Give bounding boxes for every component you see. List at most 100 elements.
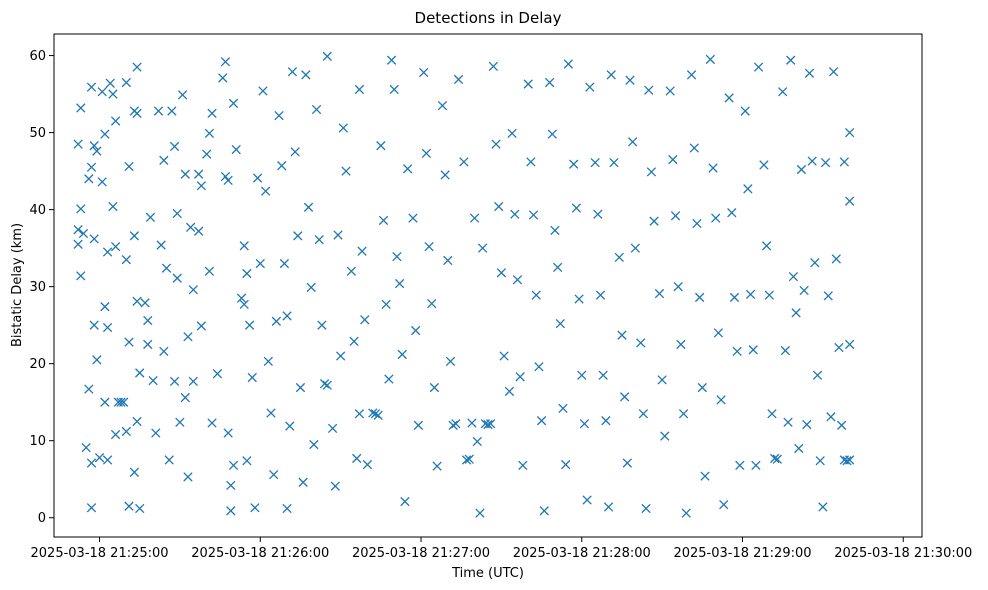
- data-point: [260, 186, 271, 196]
- data-point: [649, 216, 659, 226]
- data-point: [116, 397, 126, 407]
- data-point: [845, 339, 855, 350]
- data-point: [381, 299, 391, 310]
- data-point: [686, 70, 697, 80]
- data-point: [121, 77, 131, 88]
- data-point: [108, 201, 118, 212]
- data-point: [598, 370, 608, 380]
- data-point: [164, 455, 174, 465]
- data-point: [413, 420, 424, 430]
- data-point: [518, 460, 528, 471]
- data-point: [172, 273, 182, 283]
- data-point: [657, 375, 667, 385]
- data-point: [845, 455, 855, 465]
- chart-title: Detections in Delay: [415, 9, 562, 27]
- data-point: [804, 68, 815, 78]
- data-point: [753, 62, 764, 72]
- data-point: [102, 247, 113, 257]
- data-point: [124, 161, 134, 172]
- data-point: [689, 143, 699, 153]
- data-point: [845, 127, 855, 138]
- data-point: [349, 336, 359, 347]
- data-point: [700, 471, 710, 481]
- data-point: [740, 106, 750, 116]
- data-point: [729, 292, 740, 303]
- data-point: [314, 235, 324, 245]
- data-point: [603, 502, 614, 512]
- data-point: [121, 426, 131, 437]
- data-point: [293, 231, 303, 241]
- data-point: [732, 346, 742, 357]
- data-point: [271, 316, 282, 326]
- data-point: [459, 157, 469, 167]
- data-point: [84, 384, 94, 394]
- data-point: [389, 84, 399, 95]
- data-point: [370, 409, 381, 419]
- data-point: [132, 296, 142, 306]
- data-point: [250, 503, 260, 513]
- data-point: [839, 157, 849, 167]
- data-point: [86, 458, 97, 468]
- data-point: [129, 231, 140, 241]
- data-point: [183, 472, 193, 482]
- y-tick-label: 60: [29, 49, 46, 64]
- data-point: [437, 100, 448, 111]
- data-point: [767, 409, 777, 419]
- data-point: [794, 443, 804, 454]
- data-point: [317, 320, 327, 330]
- data-point: [76, 204, 86, 214]
- data-point: [544, 77, 555, 88]
- data-point: [408, 213, 418, 223]
- data-point: [815, 456, 825, 466]
- data-point: [172, 208, 182, 219]
- data-point: [719, 499, 729, 510]
- data-point: [242, 456, 252, 466]
- data-point: [630, 243, 641, 253]
- data-point: [159, 346, 169, 357]
- data-point: [577, 370, 587, 380]
- data-point: [362, 459, 373, 470]
- data-point: [483, 419, 493, 430]
- data-point: [180, 392, 190, 403]
- data-point: [491, 139, 501, 149]
- data-point: [759, 160, 769, 170]
- data-point: [826, 412, 836, 422]
- data-point: [571, 203, 582, 213]
- data-point: [188, 376, 198, 387]
- data-point: [705, 54, 716, 65]
- y-tick-label: 50: [29, 126, 46, 141]
- data-point: [569, 159, 579, 169]
- data-point: [609, 157, 619, 168]
- data-point: [681, 508, 691, 518]
- data-point: [590, 157, 600, 168]
- data-point: [585, 82, 595, 92]
- data-point: [638, 409, 649, 419]
- data-point: [228, 98, 239, 108]
- data-point: [678, 409, 689, 419]
- data-point: [311, 104, 322, 115]
- data-point: [319, 379, 330, 389]
- data-point: [188, 285, 198, 295]
- data-point: [161, 263, 172, 273]
- x-tick-label: 2025-03-18 21:29:00: [673, 546, 811, 561]
- data-point: [453, 74, 464, 85]
- x-tick-label: 2025-03-18 21:30:00: [834, 546, 972, 561]
- data-point: [743, 184, 753, 194]
- data-point: [606, 70, 616, 80]
- data-point: [258, 86, 268, 96]
- data-point: [86, 82, 97, 92]
- data-point: [100, 302, 110, 312]
- data-point: [526, 157, 536, 167]
- data-point: [244, 320, 255, 330]
- data-point: [194, 226, 204, 236]
- data-point: [625, 75, 635, 85]
- data-point: [86, 503, 97, 513]
- data-point: [558, 403, 568, 414]
- data-point: [108, 89, 118, 99]
- data-point: [499, 351, 509, 361]
- data-point: [451, 419, 461, 429]
- y-tick-label: 10: [29, 434, 46, 449]
- data-point: [464, 454, 474, 464]
- data-point: [745, 289, 756, 300]
